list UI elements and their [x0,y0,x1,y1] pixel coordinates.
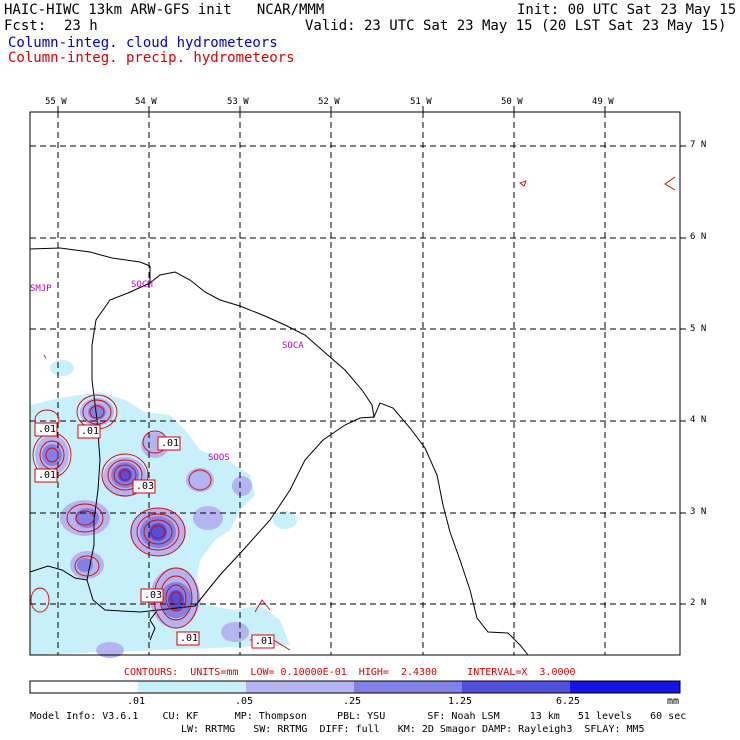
colorbar-swatch [462,681,570,693]
field-cloud-label: Column-integ. cloud hydrometeors [8,35,278,51]
contour-label: .03 [144,590,163,601]
colorbar-tick: .01 [127,696,146,707]
station-label-socm: SOCM [131,280,153,290]
colorbar-tick: 1.25 [448,696,473,707]
model-info-line2: LW: RRTMG SW: RRTMG DIFF: full KM: 2D Sm… [181,724,645,735]
lon-label: 51 W [410,97,432,107]
contour-label: .03 [136,481,155,492]
lon-label: 49 W [592,97,614,107]
colorbar-swatch [30,681,138,693]
colorbar-unit: mm [667,696,680,707]
colorbar-swatch [570,681,680,693]
contour-label: .01 [38,424,57,435]
contours-info: CONTOURS: UNITS=mm LOW= 0.10000E-01 HIGH… [124,667,576,678]
contour-label: .01 [180,633,199,644]
colorbar-tick: .25 [343,696,362,707]
colorbar-tick: 6.25 [556,696,581,707]
station-label-soca: SOCA [282,341,304,351]
contour-label: .01 [38,470,57,481]
colorbar-swatch [354,681,462,693]
colorbar-swatch [138,681,246,693]
fcst-value: 23 h [64,18,98,34]
lon-label: 53 W [227,97,249,107]
coastline [29,247,529,656]
contour-label: .01 [81,426,100,437]
lon-label: 55 W [45,97,67,107]
lat-label: 5 N [690,324,707,334]
station-label-soos: SOOS [208,453,230,463]
contour-label-boxes [34,422,275,649]
lat-label: 3 N [690,507,707,517]
field-precip-label: Column-integ. precip. hydrometeors [8,50,295,66]
lon-label: 52 W [318,97,340,107]
fcst-label: Fcst: [4,18,47,34]
lat-label: 7 N [690,140,707,150]
lat-lon-grid [30,112,680,655]
valid-time: Valid: 23 UTC Sat 23 May 15 (20 LST Sat … [305,18,727,34]
colorbar-swatch [246,681,354,693]
map-frame [29,111,681,656]
lat-label: 6 N [690,232,707,242]
axis-ticks [57,106,686,605]
station-label-smjp: SMJP [30,284,52,294]
lon-label: 54 W [135,97,157,107]
lat-label: 4 N [690,415,707,425]
lat-label: 2 N [690,598,707,608]
contour-label: .01 [255,636,274,647]
contour-label: .01 [161,438,180,449]
colorbar-tick: .05 [235,696,254,707]
title-left: HAIC-HIWC 13km ARW-GFS init NCAR/MMM [4,2,325,18]
lon-label: 50 W [501,97,523,107]
model-info-line1: Model Info: V3.6.1 CU: KF MP: Thompson P… [30,711,687,722]
init-time: Init: 00 UTC Sat 23 May 15 [517,2,737,18]
